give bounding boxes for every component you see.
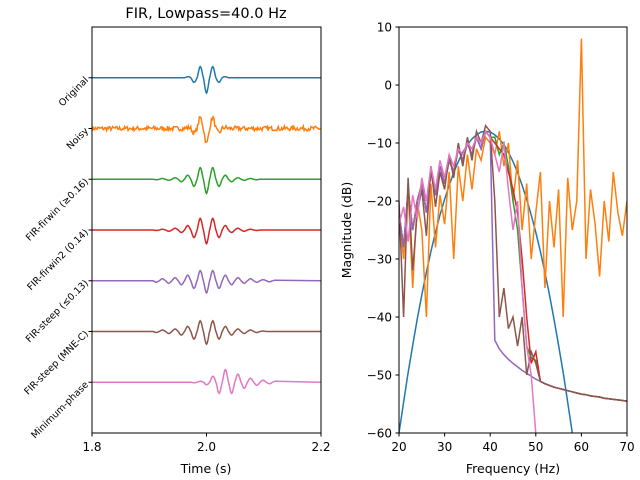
xtick-label: 20 (391, 440, 406, 454)
response-6 (399, 129, 537, 433)
right-ylabel: Magnitude (dB) (339, 182, 354, 278)
ytick-label: −60 (367, 427, 392, 441)
xtick-label: 2.0 (197, 440, 216, 454)
left-xlabel: Time (s) (180, 461, 232, 476)
ytick-label: Original (57, 75, 91, 109)
response-4 (399, 129, 627, 402)
xtick-label: 30 (437, 440, 452, 454)
left-title: FIR, Lowpass=40.0 Hz (125, 6, 286, 22)
trace-5 (92, 319, 321, 346)
frequency-response-axes: 20 30 40 50 60 70 10 0 −10 −20 −30 −40 −50 −60 Freque… (339, 21, 635, 477)
trace-0 (92, 65, 321, 95)
xtick-label: 1.8 (82, 440, 101, 454)
right-axes-frame (398, 26, 628, 434)
response-5 (399, 123, 627, 402)
ytick-label: 10 (377, 21, 392, 35)
time-domain-axes: FIR, Lowpass=40.0 Hz OriginalNoisyFIR-fi… (22, 6, 330, 476)
trace-1 (91, 114, 321, 144)
ytick-label: −20 (367, 195, 392, 209)
response-3 (399, 129, 627, 402)
ytick-label: −30 (367, 253, 392, 267)
trace-3 (92, 217, 321, 245)
xtick-label: 2.2 (311, 440, 330, 454)
response-2 (399, 129, 627, 402)
xtick-label: 40 (483, 440, 498, 454)
right-xlabel: Frequency (Hz) (466, 461, 560, 476)
ytick-label: −10 (367, 137, 392, 151)
ytick-label: 0 (384, 79, 392, 93)
ytick-label: −50 (367, 369, 392, 383)
xtick-label: 50 (528, 440, 543, 454)
xtick-label: 60 (574, 440, 589, 454)
ytick-label: Noisy (65, 125, 92, 152)
trace-4 (92, 269, 322, 295)
trace-6 (92, 368, 322, 395)
trace-2 (92, 166, 321, 195)
xtick-label: 70 (619, 440, 634, 454)
ytick-label: −40 (367, 311, 392, 325)
